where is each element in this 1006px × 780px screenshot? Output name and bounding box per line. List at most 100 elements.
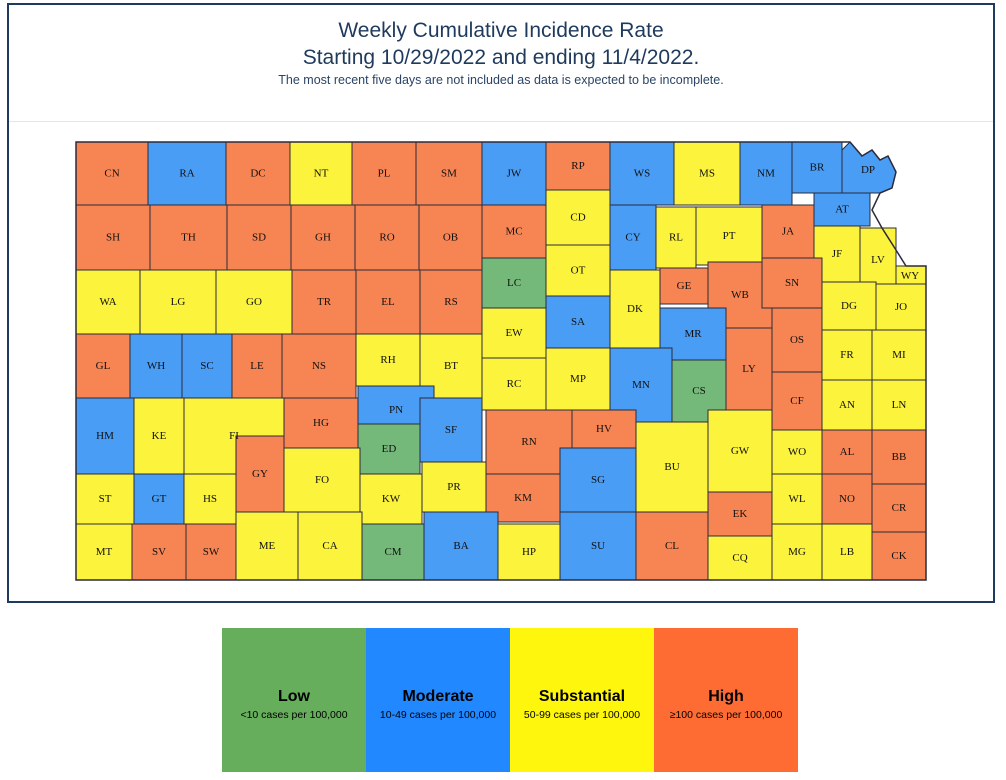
- county-jw: [481, 141, 547, 206]
- kansas-county-map: CN RA DC NT PL SM JW RP WS MS NM BR DP SH TH SD GH RO OB MC…: [75, 141, 927, 581]
- county-label-tr: TR: [317, 296, 332, 308]
- county-ob: [418, 204, 483, 271]
- county-label-hg: HG: [313, 417, 329, 429]
- county-label-cr: CR: [892, 502, 907, 514]
- legend-label: Substantial: [538, 687, 626, 705]
- county-label-ra: RA: [179, 168, 194, 180]
- county-label-no: NO: [839, 493, 855, 505]
- map-title: Weekly Cumulative Incidence Rate: [338, 19, 664, 42]
- county-label-cn: CN: [104, 168, 119, 180]
- county-label-lb: LB: [840, 546, 854, 558]
- legend-desc: 50-99 cases per 100,000: [523, 708, 641, 721]
- county-label-lg: LG: [171, 296, 186, 308]
- county-label-gh: GH: [315, 232, 331, 244]
- county-label-wa: WA: [99, 296, 116, 308]
- county-sg: [559, 447, 637, 513]
- state-outline: [75, 141, 927, 581]
- county-os: [771, 307, 823, 373]
- county-label-mr: MR: [684, 328, 702, 340]
- county-label-ck: CK: [891, 550, 906, 562]
- county-label-sc: SC: [200, 360, 213, 372]
- map-note: The most recent five days are not includ…: [278, 73, 724, 87]
- county-rh: [355, 333, 421, 387]
- county-ro: [354, 204, 420, 271]
- county-label-cm: CM: [384, 546, 401, 558]
- county-label-jw: JW: [507, 168, 522, 180]
- county-ge: [659, 267, 709, 305]
- county-label-os: OS: [790, 334, 804, 346]
- county-label-cy: CY: [625, 232, 640, 244]
- county-label-gw: GW: [731, 445, 750, 457]
- county-hp: [497, 523, 561, 581]
- county-hg: [283, 397, 359, 449]
- county-ws: [609, 141, 675, 206]
- county-label-wl: WL: [788, 493, 805, 505]
- county-label-mt: MT: [96, 546, 113, 558]
- county-label-cf: CF: [790, 395, 803, 407]
- county-label-sv: SV: [152, 546, 166, 558]
- county-cd: [545, 189, 611, 246]
- county-label-pn: PN: [389, 404, 403, 416]
- county-label-rc: RC: [507, 378, 522, 390]
- county-me: [235, 511, 299, 581]
- county-lb: [821, 523, 873, 581]
- county-label-rn: RN: [521, 436, 536, 448]
- county-ek: [707, 491, 773, 537]
- county-label-ms: MS: [699, 168, 715, 180]
- county-label-ca: CA: [322, 540, 337, 552]
- county-label-kw: KW: [382, 493, 401, 505]
- county-ke: [133, 397, 185, 475]
- county-mp: [545, 347, 611, 411]
- county-label-sd: SD: [252, 232, 266, 244]
- map-header: Weekly Cumulative Incidence Rate Startin…: [9, 5, 993, 122]
- legend-high: High ≥100 cases per 100,000: [654, 628, 798, 772]
- county-label-th: TH: [181, 232, 196, 244]
- county-al: [821, 429, 873, 475]
- county-label-lc: LC: [507, 277, 521, 289]
- county-hm: [75, 397, 135, 475]
- county-label-fo: FO: [315, 474, 329, 486]
- county-label-gy: GY: [252, 468, 268, 480]
- county-label-mc: MC: [505, 226, 522, 238]
- county-label-br: BR: [810, 162, 825, 174]
- county-hs: [183, 473, 237, 525]
- county-label-mg: MG: [788, 546, 806, 558]
- county-cr: [871, 483, 927, 533]
- county-label-st: ST: [99, 493, 112, 505]
- county-label-ro: RO: [379, 232, 394, 244]
- county-label-hm: HM: [96, 430, 114, 442]
- county-rs: [419, 269, 483, 335]
- county-label-dp: DP: [861, 164, 875, 176]
- county-label-cq: CQ: [732, 552, 747, 564]
- county-ot: [545, 244, 611, 297]
- county-label-sn: SN: [785, 277, 799, 289]
- county-label-el: EL: [381, 296, 395, 308]
- county-label-fr: FR: [840, 349, 854, 361]
- county-label-mi: MI: [892, 349, 906, 361]
- county-label-rl: RL: [669, 232, 683, 244]
- county-label-wo: WO: [788, 446, 806, 458]
- legend-desc: 10-49 cases per 100,000: [379, 708, 497, 721]
- county-rp: [545, 141, 611, 191]
- county-label-ba: BA: [453, 540, 468, 552]
- county-sn: [761, 257, 823, 309]
- county-label-rh: RH: [380, 354, 395, 366]
- county-bu: [635, 421, 709, 513]
- county-label-ja: JA: [782, 226, 794, 238]
- county-wh: [129, 333, 183, 399]
- county-label-pl: PL: [378, 168, 391, 180]
- county-label-al: AL: [840, 446, 855, 458]
- county-label-ek: EK: [733, 508, 748, 520]
- county-ca: [297, 511, 363, 581]
- county-label-rs: RS: [444, 296, 457, 308]
- county-nm: [739, 141, 793, 206]
- county-label-rp: RP: [571, 160, 584, 172]
- county-ed: [357, 423, 421, 475]
- county-label-gt: GT: [152, 493, 167, 505]
- county-no: [821, 473, 873, 525]
- legend-low: Low <10 cases per 100,000: [222, 628, 366, 772]
- legend-desc: ≥100 cases per 100,000: [669, 708, 783, 721]
- legend-label: High: [708, 687, 744, 705]
- county-label-pr: PR: [447, 481, 461, 493]
- legend-moderate: Moderate 10-49 cases per 100,000: [366, 628, 510, 772]
